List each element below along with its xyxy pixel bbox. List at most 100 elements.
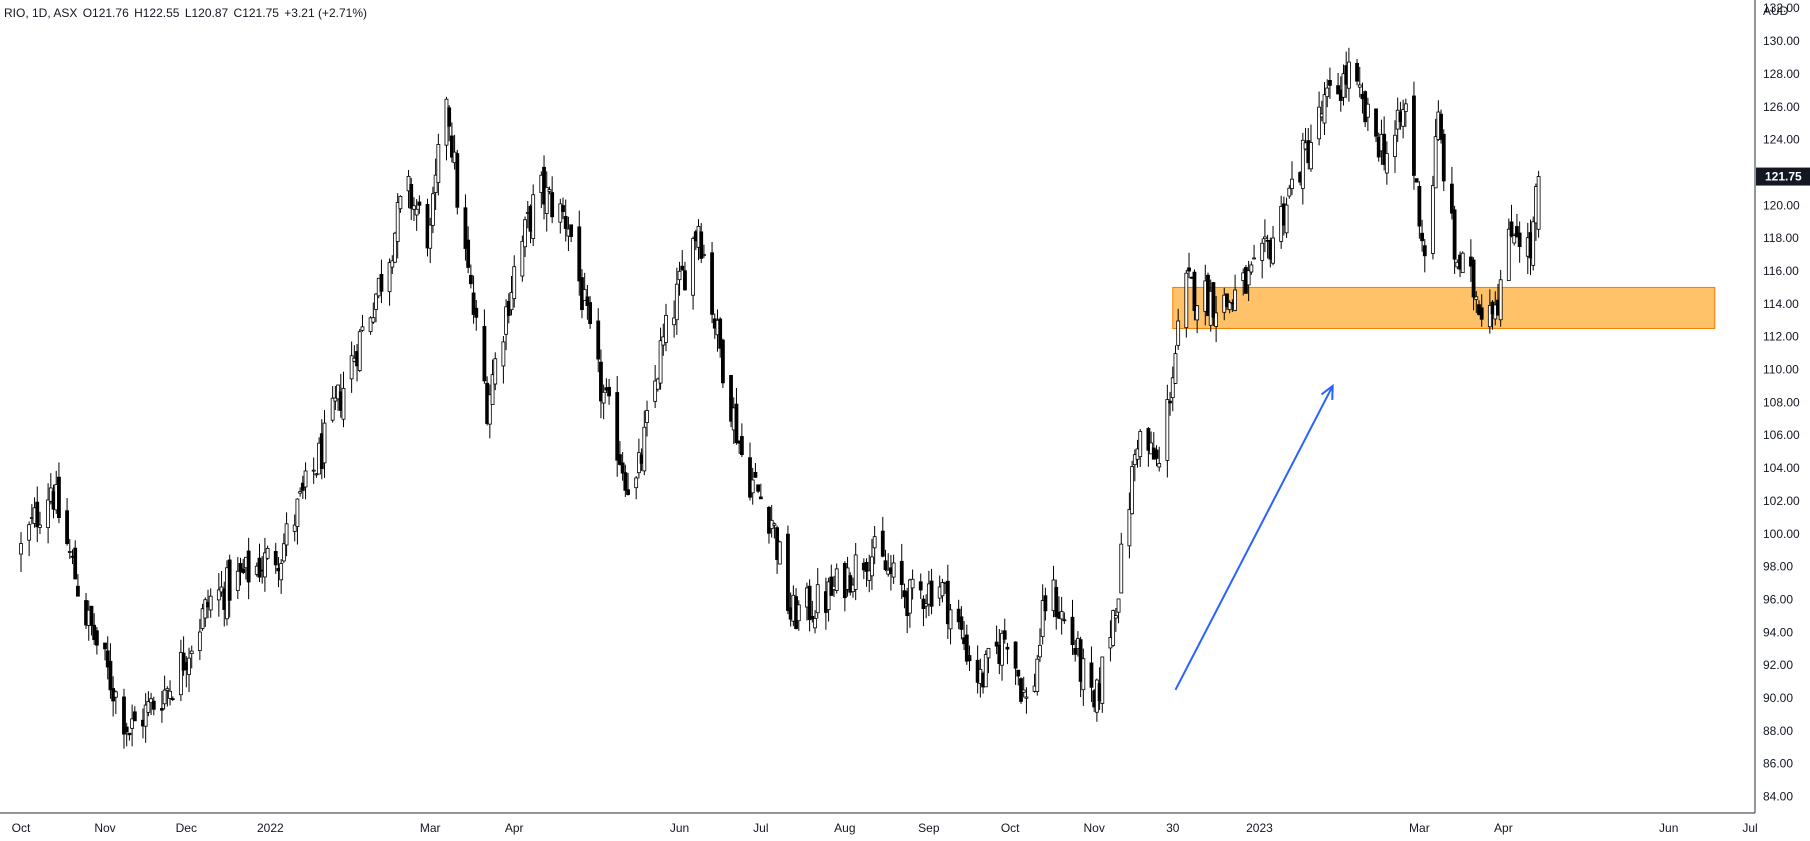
candle-body (197, 631, 202, 651)
price-tick-label: 130.00 (1763, 34, 1800, 48)
candle-body (89, 605, 94, 626)
candle-body (146, 701, 151, 713)
time-tick-label: 2022 (257, 821, 284, 835)
price-tick-label: 106.00 (1763, 428, 1800, 442)
candle-body (956, 608, 961, 623)
candle-body (368, 317, 373, 332)
candle-body (945, 580, 950, 625)
candle-body (834, 568, 839, 591)
candle-body (57, 476, 61, 518)
candle-body (1471, 259, 1476, 298)
time-tick-label: Oct (12, 821, 31, 835)
candle-body (227, 559, 232, 601)
candle-body (680, 265, 685, 271)
candle-body (181, 652, 186, 671)
price-tick-label: 126.00 (1763, 100, 1800, 114)
candle-body (311, 469, 316, 472)
candle-body (1195, 305, 1200, 321)
candle-body (1227, 302, 1232, 310)
candle-body (558, 203, 563, 223)
price-tick-label: 128.00 (1763, 67, 1800, 81)
trend-arrow-head (1320, 383, 1334, 400)
candle-body (710, 252, 714, 315)
candle-body (582, 289, 587, 301)
candle-body (983, 654, 988, 688)
candle-body (1119, 543, 1124, 594)
price-axis: 84.00 86.00 88.00 90.00 92.00 94.00 96.00 98.00… (1756, 1, 1810, 804)
candle-body (414, 208, 419, 216)
candle-body (1187, 267, 1191, 272)
candle-body (1317, 106, 1322, 140)
candle-body (729, 374, 733, 422)
candle-body (777, 541, 782, 565)
candle-body (27, 524, 32, 541)
candle-body (561, 205, 565, 213)
time-axis: Oct Nov Dec 2022 Mar Apr Jun Jul Aug Sep Oct Nov 30 2… (12, 821, 1758, 835)
candle-body (108, 660, 113, 691)
chart-legend: RIO, 1D, ASX O121.76 H122.55 L120.87 C12… (4, 6, 369, 20)
trend-arrow-line[interactable] (1174, 385, 1334, 691)
candle-body (623, 472, 628, 491)
candle-body (753, 472, 758, 478)
candle-body (848, 575, 853, 593)
candle-body (1365, 103, 1370, 118)
candle-body (948, 609, 953, 630)
symbol-label: RIO, 1D, ASX (4, 6, 78, 20)
candle-body (509, 292, 514, 311)
candle-body (216, 589, 221, 601)
candle-body (601, 391, 606, 404)
candle-body (634, 477, 639, 489)
candle-body (1168, 400, 1172, 404)
candle-body (409, 184, 414, 209)
candle-body (986, 648, 991, 659)
candle-body (235, 570, 240, 591)
candle-body (279, 563, 284, 581)
candle-body (371, 317, 376, 323)
candle-body (103, 642, 107, 650)
candle-body (1287, 187, 1292, 197)
candle-body (520, 240, 525, 277)
candle-body (1260, 242, 1265, 261)
candle-body (149, 698, 153, 704)
candle-body (1000, 632, 1004, 666)
candle-body (1089, 662, 1094, 688)
candle-body (626, 489, 630, 495)
candle-body (1401, 109, 1406, 127)
candle-body (501, 341, 506, 367)
price-tick-label: 92.00 (1763, 658, 1793, 672)
candle-body (1487, 305, 1492, 328)
time-tick-label: Jul (1742, 821, 1757, 835)
candle-body (674, 283, 679, 321)
candle-body (1512, 235, 1517, 244)
candle-body (550, 192, 555, 218)
candle-body (73, 547, 78, 580)
candle-body (1225, 293, 1229, 308)
support-zone[interactable] (1172, 286, 1716, 329)
candle-body (1176, 320, 1181, 346)
candle-body (295, 498, 300, 527)
candle-body (1515, 226, 1519, 238)
candle-body (1081, 658, 1086, 691)
candle-body (1479, 307, 1484, 320)
candle-body (807, 585, 812, 621)
candle-body (1211, 282, 1216, 318)
price-tick-label: 116.00 (1763, 264, 1799, 278)
candle-body (994, 641, 999, 647)
candle-body (1038, 644, 1042, 658)
candle-body (1013, 641, 1018, 669)
candle-body (691, 238, 695, 296)
candle-body (699, 231, 704, 259)
candle-body (122, 696, 126, 735)
candle-body (607, 386, 611, 397)
candle-body (813, 618, 817, 629)
support-zone-layer (1172, 286, 1716, 329)
time-tick-label: Dec (176, 821, 197, 835)
candle-body (463, 207, 468, 249)
candle-body (455, 153, 460, 208)
candle-body (1517, 232, 1522, 247)
candle-body (1116, 598, 1121, 613)
candle-body (412, 205, 416, 210)
candle-body (653, 380, 658, 402)
candle-body (19, 543, 23, 555)
